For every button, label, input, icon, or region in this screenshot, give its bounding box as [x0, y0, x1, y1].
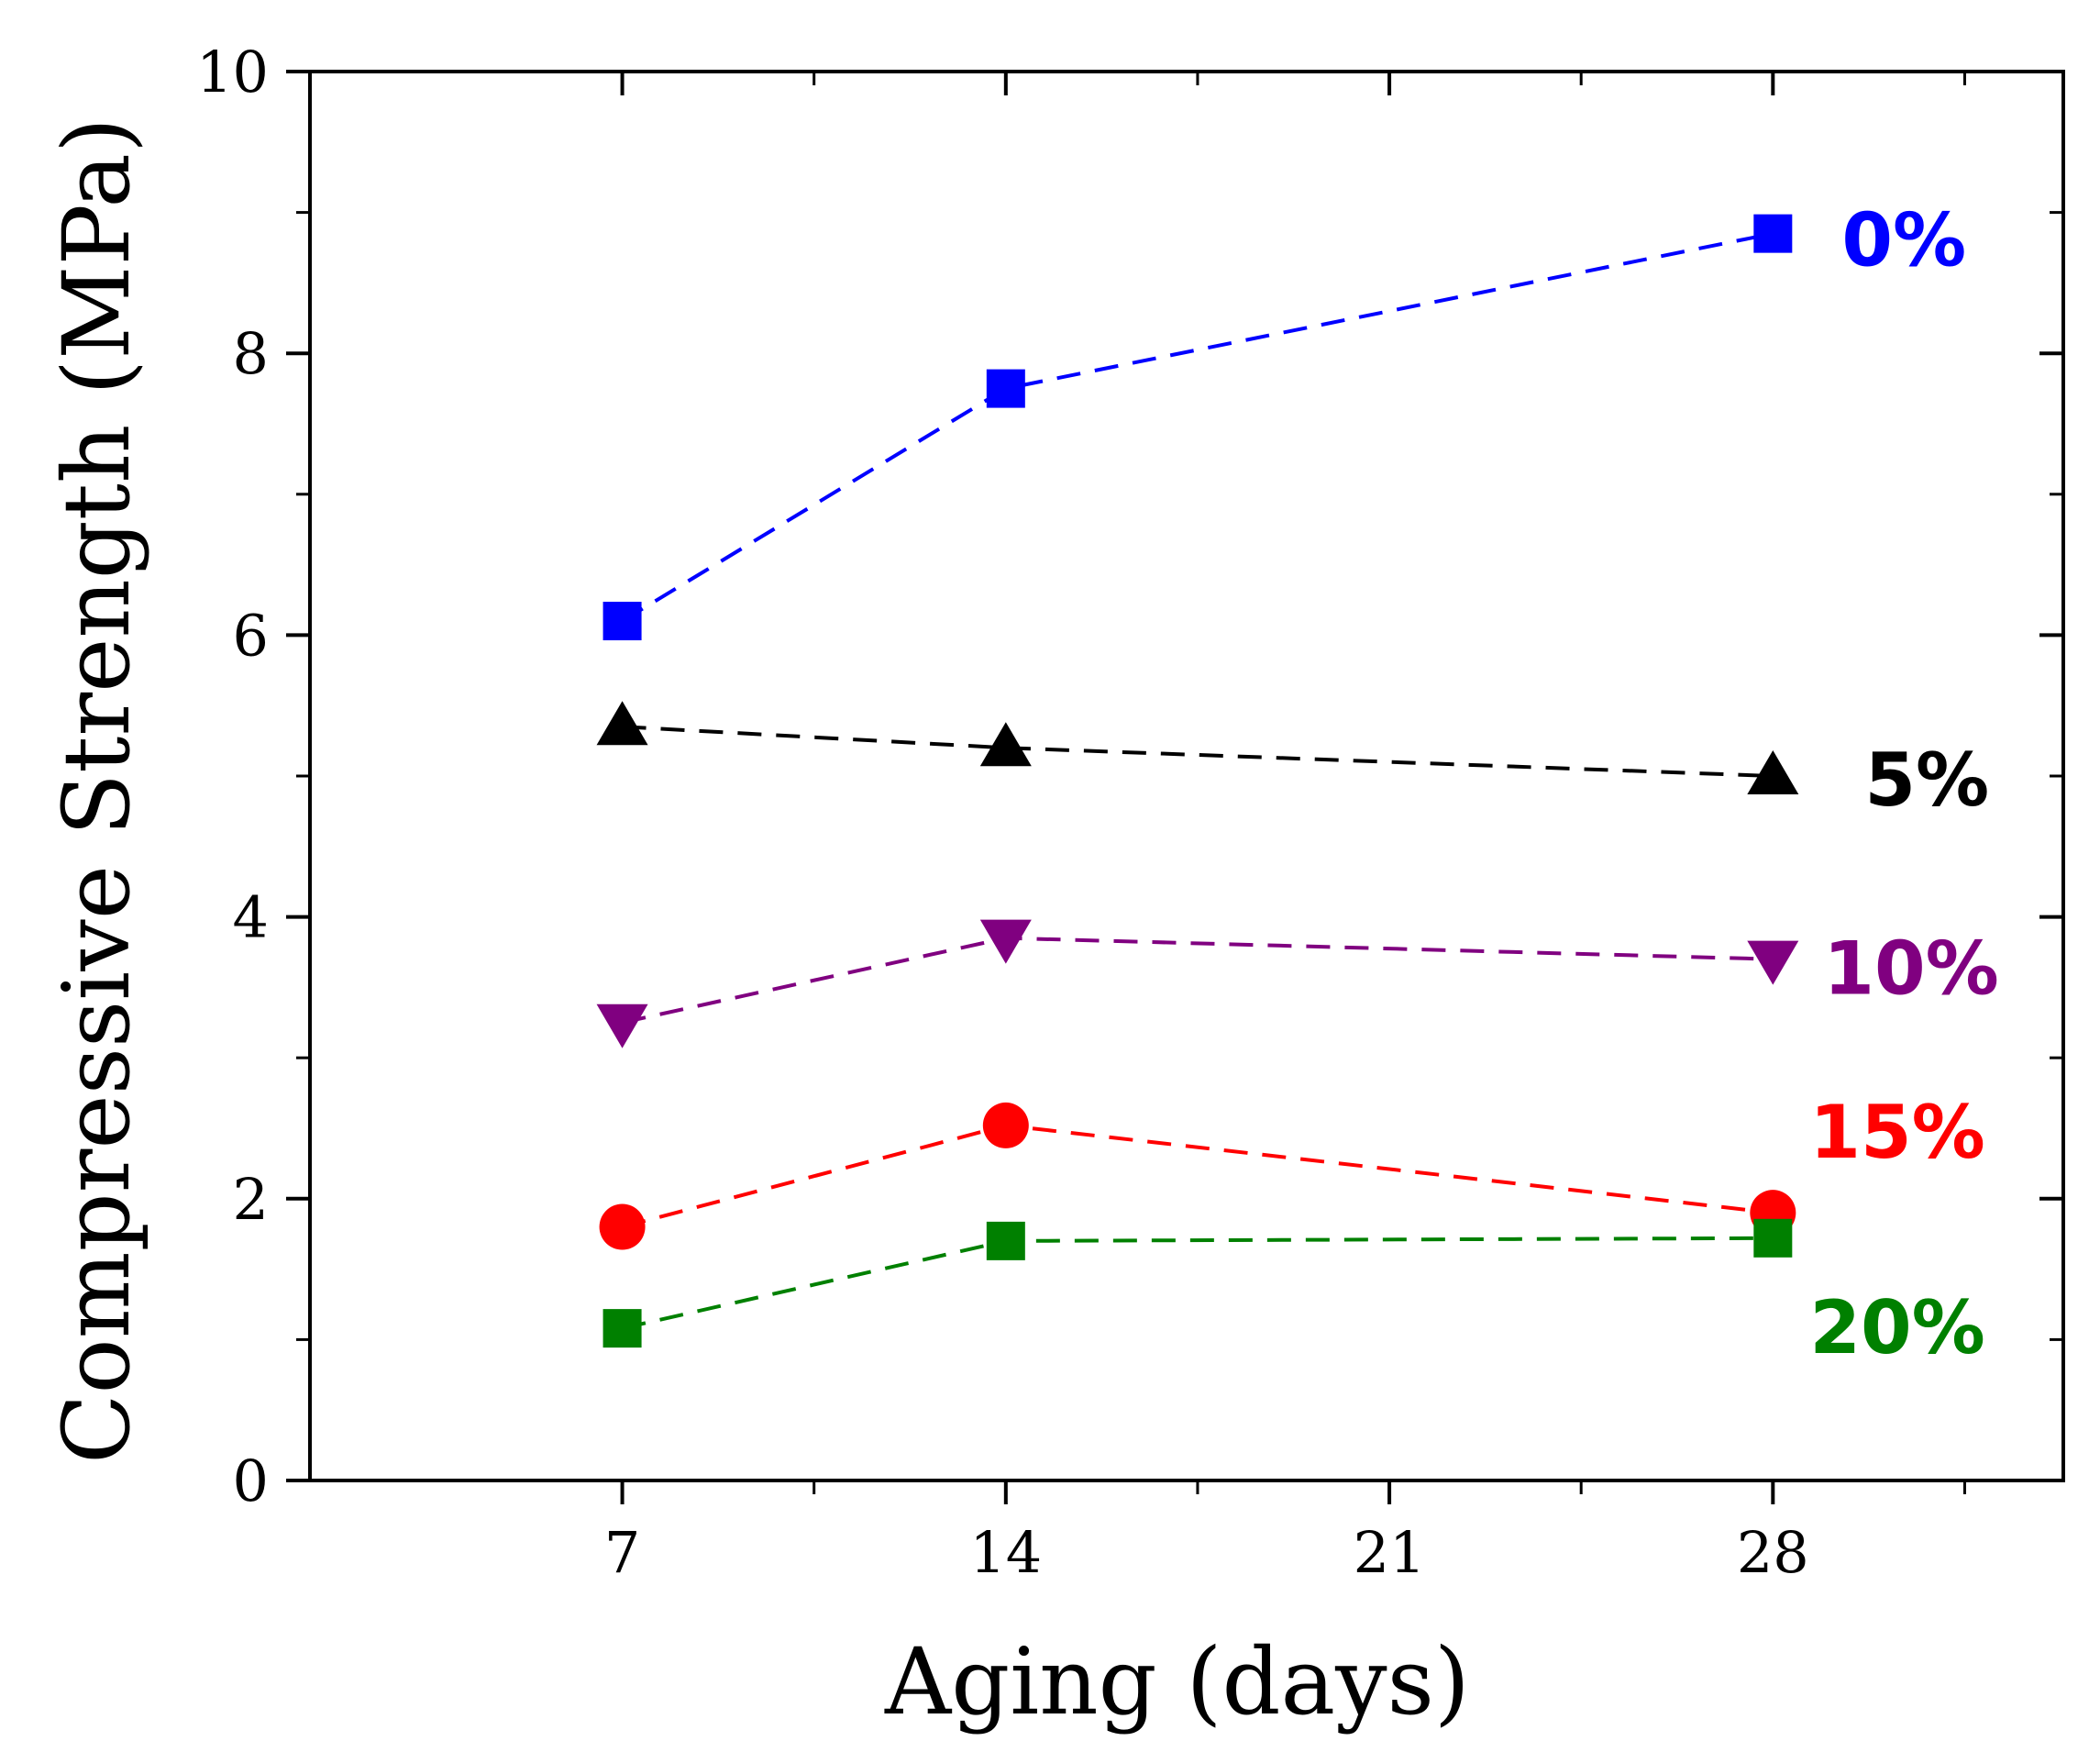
- y-tick-label: 0: [233, 1447, 269, 1514]
- x-tick-label: 7: [604, 1519, 640, 1586]
- y-tick-label: 4: [233, 884, 269, 951]
- series-label-0pct: 0%: [1841, 198, 1966, 283]
- series-label-10pct: 10%: [1823, 926, 1998, 1012]
- x-tick-label: 28: [1737, 1519, 1809, 1586]
- data-point-0pct: [602, 602, 642, 641]
- y-tick-label: 8: [233, 320, 269, 387]
- x-axis-title: Aging (days): [884, 1628, 1470, 1735]
- series-line-5pct: [622, 725, 1774, 778]
- data-point-15pct: [982, 1102, 1029, 1148]
- series-label-15pct: 15%: [1809, 1090, 1984, 1175]
- data-point-10pct: [979, 919, 1032, 964]
- series-label-20pct: 20%: [1809, 1285, 1984, 1370]
- data-point-10pct: [596, 1004, 648, 1048]
- labels-layer: 0% 5% 10% 15% 20%: [1809, 198, 1998, 1370]
- x-tick-label: 21: [1354, 1519, 1426, 1586]
- data-point-20pct: [1753, 1218, 1793, 1258]
- series-line-10pct: [622, 936, 1774, 1025]
- series-label-5pct: 5%: [1864, 737, 1989, 823]
- series-line-20pct: [622, 1236, 1774, 1331]
- ticks-layer: 7 14 21 28 0 2 4 6 8 10: [196, 39, 2063, 1586]
- data-point-5pct: [596, 701, 648, 746]
- plot-frame: [308, 70, 2065, 1482]
- data-point-15pct: [599, 1203, 646, 1250]
- data-point-0pct: [1753, 214, 1793, 253]
- y-tick-label: 2: [233, 1166, 269, 1233]
- y-tick-label: 10: [196, 39, 269, 105]
- data-point-20pct: [602, 1309, 642, 1348]
- y-tick-label: 6: [233, 602, 269, 669]
- y-axis-title: Compressive Strength (MPa): [43, 117, 150, 1464]
- data-point-5pct: [979, 722, 1032, 767]
- data-point-0pct: [986, 369, 1025, 408]
- data-point-5pct: [1747, 750, 1799, 794]
- series-line-15pct: [622, 1123, 1774, 1229]
- data-point-10pct: [1747, 940, 1799, 985]
- data-point-20pct: [986, 1221, 1025, 1260]
- x-tick-label: 14: [969, 1519, 1042, 1586]
- series-layer: [596, 214, 1799, 1348]
- series-line-0pct: [621, 231, 1774, 623]
